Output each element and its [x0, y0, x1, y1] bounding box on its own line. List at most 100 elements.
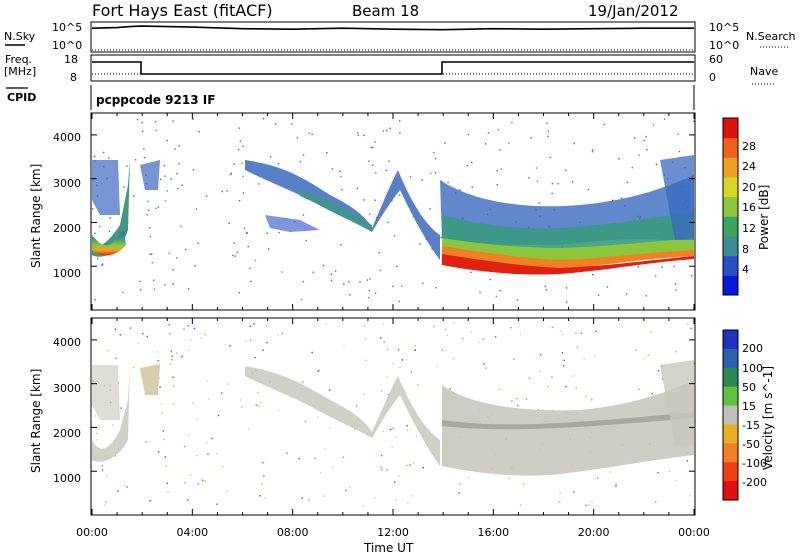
power-speckle-point — [312, 271, 314, 273]
power-speckle-point — [587, 188, 590, 191]
power-speckle-point — [242, 175, 244, 178]
velocity-speckle-point — [380, 466, 382, 468]
power-speckle-point — [374, 199, 376, 201]
velocity-speckle-point — [365, 359, 368, 361]
nave-tick-bottom: 0 — [709, 71, 716, 84]
power-speckle-point — [92, 208, 94, 210]
velocity-speckle-point — [206, 380, 208, 382]
velocity-speckle-point — [540, 353, 542, 356]
velocity-speckle-point — [635, 349, 637, 351]
velocity-speckle-point — [390, 428, 392, 431]
power-speckle-point — [155, 129, 157, 132]
velocity-speckle-point — [392, 363, 394, 365]
velocity-speckle-point — [159, 386, 161, 388]
power-speckle-point — [429, 208, 431, 210]
velocity-speckle-point — [160, 403, 163, 406]
power-colorbar-swatch — [723, 255, 738, 276]
velocity-speckle-point — [470, 331, 473, 333]
velocity-speckle-point — [591, 398, 593, 400]
velocity-speckle-point — [170, 350, 172, 352]
date-title: 19/Jan/2012 — [588, 2, 679, 20]
velocity-speckle-point — [101, 469, 104, 471]
velocity-speckle-point — [298, 457, 300, 460]
velocity-speckle-point — [286, 452, 288, 454]
power-speckle-point — [101, 264, 103, 266]
x-tick-label: 00:00 — [678, 526, 710, 539]
power-speckle-point — [164, 200, 167, 202]
velocity-speckle-point — [343, 344, 345, 347]
velocity-speckle-point — [217, 414, 220, 417]
power-speckle-point — [631, 166, 633, 169]
power-axis-ticks — [91, 113, 695, 310]
velocity-speckle-point — [328, 389, 331, 391]
velocity-speckle-point — [591, 501, 593, 503]
power-speckle-point — [149, 235, 152, 238]
velocity-speckle-point — [689, 495, 691, 497]
velocity-speckle-point — [248, 428, 250, 430]
velocity-speckle-point — [686, 460, 688, 462]
velocity-speckle-point — [207, 453, 209, 455]
velocity-speckle-point — [265, 325, 268, 327]
velocity-speckle-point — [446, 334, 448, 337]
power-speckle-point — [141, 121, 143, 124]
velocity-speckle-point — [410, 371, 413, 373]
velocity-speckle-point — [449, 388, 451, 390]
power-speckle-point — [368, 160, 370, 162]
velocity-speckle-point — [169, 332, 171, 335]
velocity-speckle-point — [363, 325, 366, 327]
power-colorbar-swatch — [723, 275, 738, 296]
power-speckle-point — [661, 266, 663, 268]
velocity-speckle-point — [200, 337, 202, 339]
vel-cbar-15: 15 — [742, 400, 756, 413]
velocity-speckle-point — [575, 332, 577, 334]
nave-label: Nave — [750, 65, 778, 78]
velocity-speckle-point — [561, 351, 564, 354]
power-speckle-point — [401, 285, 403, 287]
velocity-speckle-point — [281, 332, 284, 335]
power-speckle-point — [693, 120, 695, 123]
velocity-speckle-point — [137, 342, 140, 344]
power-speckle-point — [102, 263, 104, 265]
power-speckle-point — [267, 248, 270, 250]
velocity-speckle-point — [175, 352, 178, 354]
power-speckle-point — [238, 199, 241, 202]
velocity-speckle-point — [675, 350, 677, 353]
power-speckle-point — [172, 120, 174, 122]
velocity-speckle-point — [395, 499, 397, 501]
velocity-speckle-point — [547, 385, 549, 388]
power-speckle-point — [192, 118, 195, 120]
velocity-speckle-point — [112, 424, 114, 426]
power-speckle-point — [166, 139, 168, 142]
velocity-speckle-point — [436, 365, 438, 367]
power-speckle-point — [674, 283, 677, 285]
velocity-speckle-point — [229, 345, 231, 347]
velocity-speckle-point — [406, 429, 409, 431]
velocity-speckle-point — [394, 436, 397, 438]
power-speckle-point — [269, 156, 272, 158]
velocity-speckle-point — [115, 357, 117, 360]
power-speckle-point — [151, 262, 154, 264]
power-speckle-point — [166, 190, 168, 192]
power-speckle-point — [149, 253, 151, 255]
velocity-speckle-point — [226, 490, 228, 493]
power-speckle-point — [258, 183, 260, 185]
power-speckle-point — [646, 149, 648, 151]
power-speckle-point — [551, 192, 553, 195]
vel-tick-4000: 4000 — [53, 336, 81, 349]
power-speckle-point — [177, 187, 179, 190]
power-speckle-point — [155, 207, 157, 210]
power-speckle-point — [678, 150, 681, 153]
vel-cbar-m100: -100 — [742, 457, 767, 470]
velocity-speckle-point — [387, 393, 389, 396]
velocity-speckle-point — [539, 370, 541, 373]
power-speckle-point — [429, 172, 432, 175]
velocity-speckle-point — [166, 482, 169, 485]
power-speckle-point — [238, 292, 240, 294]
velocity-speckle-point — [164, 456, 167, 458]
freq-tick-top: 18 — [64, 53, 78, 66]
velocity-speckle-point — [172, 403, 175, 405]
x-tick-label: 08:00 — [277, 526, 309, 539]
velocity-speckle-point — [328, 427, 331, 429]
velocity-speckle-point — [278, 409, 280, 411]
velocity-speckle-point — [257, 404, 260, 407]
